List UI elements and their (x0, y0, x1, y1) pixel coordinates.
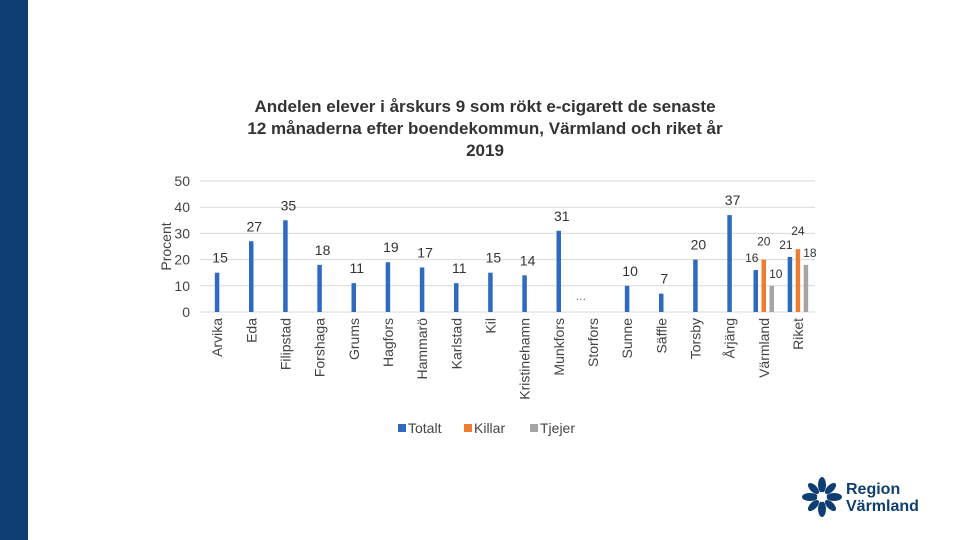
data-label: 35 (281, 197, 297, 213)
chart-title-line-2: 12 månaderna efter boendekommun, Värmlan… (247, 119, 723, 138)
data-label: 11 (349, 260, 364, 276)
bar-totalt (556, 230, 561, 312)
x-tick-label: Eda (243, 318, 259, 343)
x-tick-label: Hammarö (414, 318, 430, 380)
y-tick-label: 20 (174, 252, 190, 268)
legend-label-totalt: Totalt (408, 420, 442, 436)
data-label: 37 (725, 192, 741, 208)
x-tick-label: Kil (482, 318, 498, 334)
y-tick-label: 30 (174, 225, 190, 241)
legend-label-tjejer: Tjejer (540, 420, 575, 436)
bar-totalt (385, 262, 391, 312)
data-label: 15 (212, 250, 228, 266)
x-tick-label: Karlstad (448, 318, 464, 369)
data-label: 20 (757, 235, 771, 249)
bar-totalt (454, 283, 459, 312)
annotation-label: … (575, 291, 586, 303)
data-label: 10 (622, 263, 638, 279)
bar-tjejer (769, 285, 774, 312)
bar-totalt (693, 259, 698, 312)
x-tick-label: Munkfors (551, 318, 567, 376)
x-tick-label: Värmland (756, 318, 772, 378)
data-label: 10 (769, 267, 783, 281)
bar-killar (795, 249, 801, 312)
bar-totalt (249, 241, 254, 312)
x-tick-label: Grums (346, 318, 362, 360)
data-label: 18 (803, 246, 817, 260)
data-label: 7 (660, 271, 668, 287)
bar-totalt (522, 275, 527, 312)
x-tick-label: Arvika (209, 318, 225, 357)
legend-swatch-killar (464, 424, 472, 432)
bar-totalt (351, 283, 356, 312)
y-tick-label: 50 (174, 173, 190, 189)
logo-line-1: Region (846, 481, 901, 498)
x-tick-label: Filipstad (277, 318, 293, 370)
x-tick-label: Riket (790, 318, 806, 350)
x-tick-label: Forshaga (312, 318, 328, 377)
data-label: 31 (554, 208, 570, 224)
x-tick-label: Torsby (687, 318, 703, 359)
bar-totalt (787, 256, 793, 312)
y-tick-label: 0 (182, 304, 190, 320)
bar-killar (761, 259, 766, 312)
bar-totalt (419, 267, 425, 312)
chart-title-line-1: Andelen elever i årskurs 9 som rökt e-ci… (254, 97, 716, 116)
bar-totalt (283, 220, 288, 312)
data-label: 19 (383, 239, 399, 255)
bar-tjejer (803, 264, 809, 312)
chart-title: Andelen elever i årskurs 9 som rökt e-ci… (200, 96, 770, 162)
y-tick-label: 40 (174, 199, 190, 215)
legend-label-killar: Killar (474, 420, 505, 436)
chart-title-line-3: 2019 (466, 141, 504, 160)
bar-totalt (214, 272, 220, 312)
bar-totalt (317, 264, 322, 312)
x-tick-label: Hagfors (380, 318, 396, 367)
x-tick-label: Kristinehamn (517, 318, 533, 400)
data-label: 24 (791, 224, 805, 238)
y-axis-label: Procent (158, 222, 174, 270)
bar-totalt (727, 215, 732, 312)
legend-swatch-tjejer (530, 424, 538, 432)
bar-totalt (624, 285, 630, 312)
logo-text: Region Värmland (846, 481, 919, 515)
data-label: 15 (486, 250, 502, 266)
region-varmland-logo: Region Värmland (800, 475, 940, 525)
data-label: 17 (417, 244, 433, 260)
side-band (0, 0, 28, 540)
data-label: 16 (745, 251, 759, 265)
x-tick-label: Storfors (585, 318, 601, 367)
logo-line-2: Värmland (846, 498, 919, 515)
bar-totalt (659, 293, 664, 312)
data-label: 27 (246, 218, 262, 234)
x-tick-label: Årjäng (722, 318, 738, 358)
y-tick-label: 10 (174, 278, 190, 294)
x-tick-label: Säffle (653, 318, 669, 354)
data-label: 21 (779, 238, 793, 252)
data-label: 20 (691, 237, 707, 253)
x-tick-label: Sunne (619, 318, 635, 359)
bar-totalt (488, 272, 493, 312)
flower-logo-icon (802, 477, 842, 517)
data-label: 18 (315, 242, 331, 258)
data-label: 11 (452, 260, 467, 276)
data-label: 14 (520, 252, 536, 268)
bar-totalt (753, 270, 758, 312)
legend-swatch-totalt (398, 424, 406, 432)
